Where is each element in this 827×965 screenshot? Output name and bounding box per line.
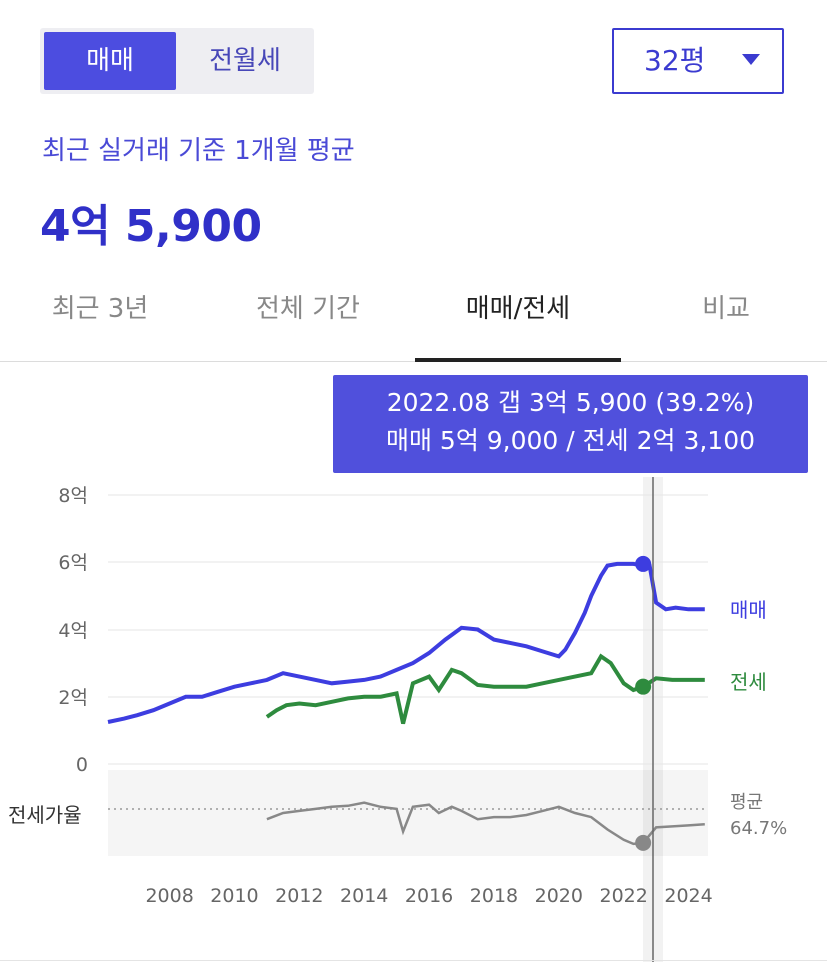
tab-compare[interactable]: 비교 xyxy=(702,294,750,324)
x-tick-label: 2012 xyxy=(275,885,323,907)
ratio-series-line xyxy=(266,801,705,846)
tooltip-gap-line: 2022.08 갭 3억 5,900 (39.2%) xyxy=(386,388,755,417)
tab-recent-3y[interactable]: 최근 3년 xyxy=(51,294,149,324)
area-size-value: 32평 xyxy=(644,44,706,77)
y-tick-label: 6억 xyxy=(58,552,88,574)
ratio-axis-label: 전세가율 xyxy=(8,803,82,827)
x-tick-label: 2020 xyxy=(535,885,583,907)
x-tick-label: 2024 xyxy=(664,885,712,907)
x-tick-label: 2016 xyxy=(405,885,453,907)
period-tabs: 최근 3년 전체 기간 매매/전세 비교 xyxy=(0,280,827,362)
y-tick-label: 0 xyxy=(76,754,88,776)
y-tick-label: 4억 xyxy=(58,620,88,642)
sale-toggle-button[interactable]: 매매 xyxy=(44,32,176,90)
x-tick-label: 2010 xyxy=(210,885,258,907)
y-tick-label: 8억 xyxy=(58,485,88,507)
sale-series-label: 매매 xyxy=(730,598,767,622)
sale-series-line xyxy=(107,561,705,724)
ratio-average-value: 64.7% xyxy=(730,818,787,839)
ratio-average-label: 평균 xyxy=(730,792,763,813)
average-price: 4억 5,900 xyxy=(40,201,262,252)
price-chart[interactable]: 8억 6억 4억 2억 0 전세가율 평균 64.7% 매매 전세 2008 20… xyxy=(0,362,827,962)
jeonse-highlight-point xyxy=(635,678,652,695)
x-axis-ticks: 2008 2010 2012 2014 2016 2018 2020 2022 2024 xyxy=(145,885,712,907)
y-tick-label: 2억 xyxy=(58,687,88,709)
jeonse-series-label: 전세 xyxy=(730,670,767,694)
tab-sale-jeonse[interactable]: 매매/전세 xyxy=(465,294,571,324)
hover-tooltip: 2022.08 갭 3억 5,900 (39.2%) 매매 5억 9,000 /… xyxy=(333,375,808,473)
jeonse-series-line xyxy=(265,653,705,725)
rent-toggle-button[interactable]: 전월세 xyxy=(209,46,281,76)
price-caption: 최근 실거래 기준 1개월 평균 xyxy=(42,136,355,166)
x-tick-label: 2022 xyxy=(599,885,647,907)
sale-highlight-point xyxy=(635,555,652,572)
tab-all-period[interactable]: 전체 기간 xyxy=(256,294,360,324)
x-tick-label: 2018 xyxy=(470,885,518,907)
bottom-divider xyxy=(0,960,827,961)
ratio-panel xyxy=(108,770,708,856)
deal-type-toggle: 매매 전월세 xyxy=(40,28,314,94)
x-tick-label: 2014 xyxy=(340,885,388,907)
caret-down-icon xyxy=(742,54,760,65)
area-size-select[interactable]: 32평 xyxy=(612,28,784,94)
ratio-highlight-point xyxy=(635,834,652,851)
active-tab-indicator xyxy=(415,358,621,362)
tooltip-price-line: 매매 5억 9,000 / 전세 2억 3,100 xyxy=(385,426,756,455)
x-tick-label: 2008 xyxy=(145,885,193,907)
